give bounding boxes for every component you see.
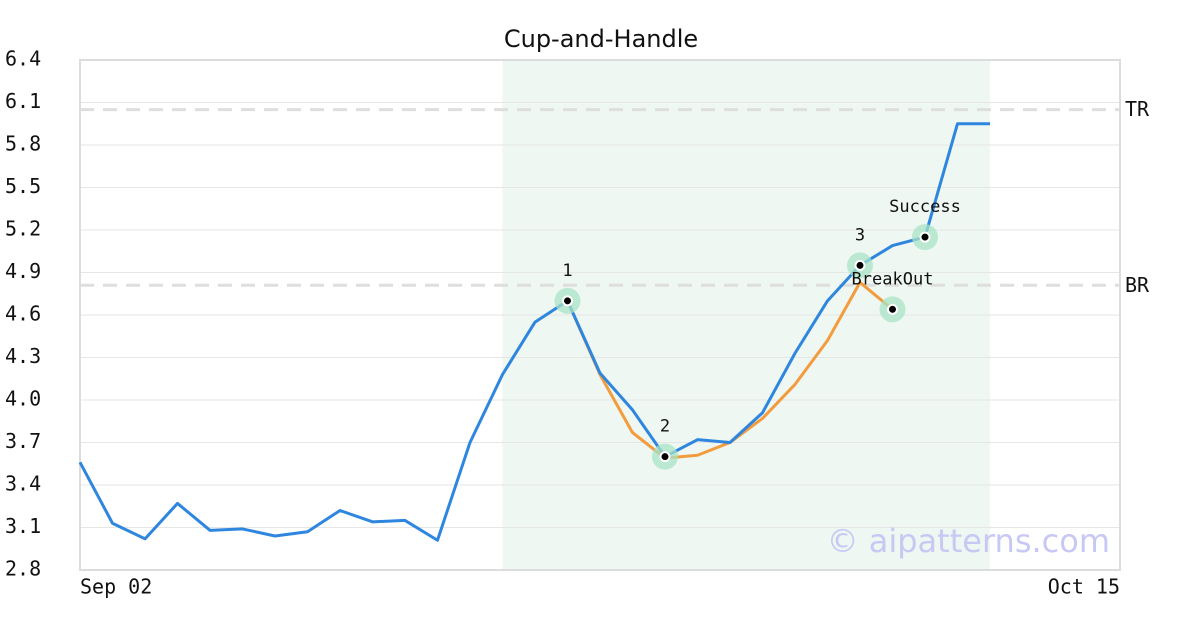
y-tick-label: 6.1 xyxy=(5,89,41,113)
annotation-label: 3 xyxy=(855,225,865,245)
plot-frame xyxy=(79,59,1121,571)
series-line xyxy=(78,122,990,542)
point-marker xyxy=(854,259,866,271)
y-tick-label: 4.6 xyxy=(5,302,41,326)
y-tick-label: 4.9 xyxy=(5,259,41,283)
y-tick-label: 4.3 xyxy=(5,344,41,368)
y-tick-label: 3.1 xyxy=(5,514,41,538)
annotation-label: BreakOut xyxy=(852,269,934,289)
y-tick-label: 4.0 xyxy=(5,387,41,411)
y-tick-label: 2.8 xyxy=(5,557,41,581)
reference-label: TR xyxy=(1125,97,1150,121)
y-tick-label: 6.4 xyxy=(5,47,41,71)
point-marker xyxy=(887,303,898,315)
x-tick-label: Oct 15 xyxy=(1048,575,1120,599)
y-tick-label: 3.4 xyxy=(5,472,41,496)
reference-label: BR xyxy=(1125,273,1150,297)
point-marker xyxy=(659,451,671,463)
y-tick-label: 5.2 xyxy=(5,217,41,241)
y-tick-label: 3.7 xyxy=(5,429,41,453)
point-marker xyxy=(919,231,931,243)
chart-title: Cup-and-Handle xyxy=(504,25,698,53)
y-tick-label: 5.8 xyxy=(5,132,41,156)
x-tick-label: Sep 02 xyxy=(80,575,152,599)
annotation-label: 2 xyxy=(660,417,670,437)
point-marker xyxy=(562,295,573,307)
annotation-label: 1 xyxy=(562,261,572,281)
y-tick-label: 5.5 xyxy=(5,174,41,198)
watermark: © aipatterns.com xyxy=(827,522,1110,560)
annotation-label: Success xyxy=(889,197,961,217)
